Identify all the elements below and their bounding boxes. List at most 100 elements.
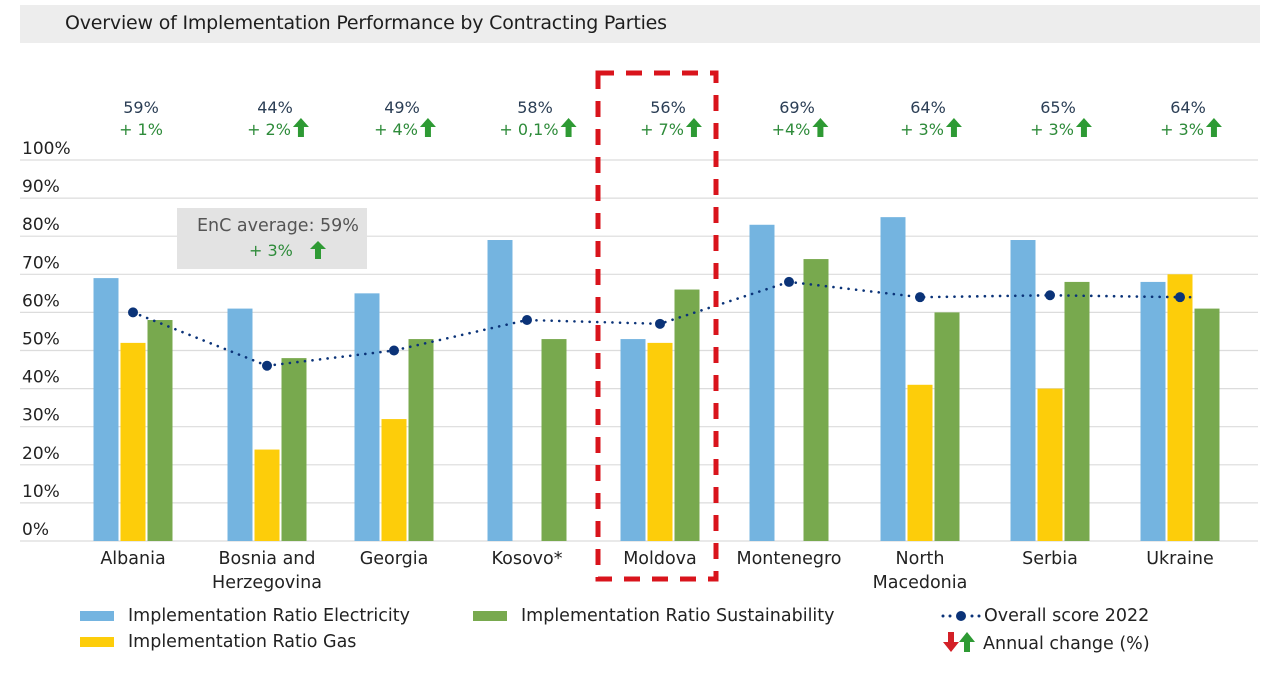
overall-score-label: 58% [517,98,553,117]
legend-label-sustainability: Implementation Ratio Sustainability [521,606,835,626]
x-axis-label: Kosovo* [492,549,563,569]
y-tick-label: 30% [22,406,60,426]
bar-gas [254,449,280,541]
bar-sustainability [1194,308,1220,541]
y-tick-label: 0% [22,520,49,540]
bars [93,217,1220,541]
x-axis-label: North [896,549,945,569]
up-arrow-icon [560,118,577,137]
x-axis-label: Herzegovina [212,573,322,593]
overall-score-label: 56% [650,98,686,117]
overall-score-label: 59% [123,98,159,117]
overall-score-point [1175,292,1185,303]
legend-item-overall: Overall score 2022 [940,606,1149,626]
up-arrow-icon [945,118,962,137]
enc-average-change-text: + 3% [249,241,293,260]
up-arrow-icon [292,118,309,137]
overall-score-label: 64% [1170,98,1206,117]
top-score-labels: 59% + 1% 44% + 2% 49% + 4% 58% + 0,1% 56% + 7% 69%… [119,98,1222,139]
bar-electricity [620,339,646,541]
bar-electricity [354,293,380,541]
annual-change-label: + 4% [374,120,418,139]
y-tick-label: 60% [22,291,60,311]
bar-electricity [1010,240,1036,541]
y-tick-label: 20% [22,444,60,464]
overall-score-point [1045,290,1055,301]
bar-gas [120,342,146,541]
bar-sustainability [803,259,829,541]
bar-gas [381,419,407,541]
overall-score-point [389,345,399,356]
x-axis-label: Bosnia and [219,549,316,569]
y-tick-label: 90% [22,177,60,197]
x-axis-labels: Albania Bosnia and Herzegovina Georgia Kosov… [100,549,1213,593]
x-axis-label: Serbia [1022,549,1078,569]
legend-label-overall: Overall score 2022 [984,606,1150,626]
y-tick-label: 100% [22,139,71,159]
up-arrow-icon [812,118,829,137]
moldova-highlight-box [595,70,719,582]
bar-sustainability [541,339,567,541]
annual-change-label: + 2% [247,120,291,139]
annual-change-label: + 3% [1160,120,1204,139]
overall-score-label: 69% [779,98,815,117]
legend-swatch-electricity [80,611,114,621]
bar-sustainability [934,312,960,541]
up-arrow-icon [419,118,436,137]
bar-gas [1167,274,1193,541]
overall-score-line [128,276,1197,371]
annual-change-label: + 0,1% [499,120,558,139]
bar-electricity [749,224,775,541]
overall-score-label: 65% [1040,98,1076,117]
y-tick-label: 80% [22,215,60,235]
x-axis-label: Georgia [360,549,429,569]
legend-label-annual-change: Annual change (%) [983,634,1150,654]
y-tick-label: 70% [22,253,60,273]
x-axis-label: Moldova [623,549,697,569]
bar-sustainability [1064,281,1090,541]
bar-electricity [880,217,906,541]
down-arrow-icon [943,632,959,652]
legend-label-electricity: Implementation Ratio Electricity [128,606,410,626]
enc-average-change: + 3% [249,241,326,260]
x-axis-label: Macedonia [873,573,968,593]
annual-change-label: + 3% [1030,120,1074,139]
up-arrow-icon [1075,118,1092,137]
enc-average-box: EnC average: 59% + 3% [177,208,367,269]
bar-electricity [1140,281,1166,541]
overall-score-label: 44% [257,98,293,117]
y-axis-ticks: 0% 10% 20% 30% 40% 50% 60% 70% 80% 90% 100% [22,139,71,540]
legend-item-gas: Implementation Ratio Gas [80,632,356,652]
chart-title-bar: Overview of Implementation Performance b… [20,5,1260,43]
up-arrow-icon [959,632,975,652]
annual-change-label: +4% [772,120,811,139]
legend-swatch-gas [80,637,114,647]
bar-sustainability [408,339,434,541]
bar-sustainability [674,289,700,541]
bar-sustainability [147,320,173,541]
legend-item-electricity: Implementation Ratio Electricity [80,606,410,626]
overall-score-point [522,315,532,326]
chart-title: Overview of Implementation Performance b… [65,12,667,34]
overall-score-point [262,360,272,371]
overall-score-point [655,318,665,329]
bar-electricity [93,278,119,541]
x-axis-label: Montenegro [736,549,841,569]
overall-score-point [915,292,925,303]
legend-swatch-sustainability [473,611,507,621]
overall-score-label: 64% [910,98,946,117]
y-tick-label: 10% [22,482,60,502]
annual-change-label: + 3% [900,120,944,139]
highlight-rect [595,70,719,582]
legend-label-gas: Implementation Ratio Gas [128,632,357,652]
up-arrow-icon [309,241,326,259]
up-arrow-icon [1205,118,1222,137]
bar-electricity [487,240,513,541]
bar-electricity [227,308,253,541]
bar-sustainability [281,358,307,541]
dotted-line-marker-icon [941,611,981,621]
x-axis-label: Albania [100,549,165,569]
legend-item-sustainability: Implementation Ratio Sustainability [473,606,835,626]
overall-score-point [784,276,794,287]
